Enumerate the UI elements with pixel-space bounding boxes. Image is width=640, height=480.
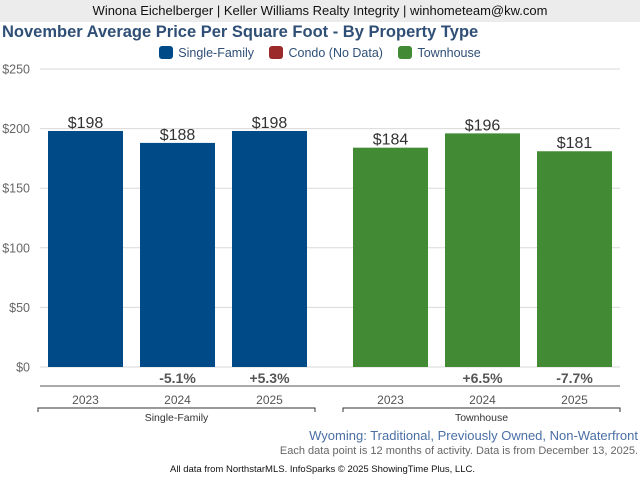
bar-townhouse-2023 (353, 147, 428, 367)
legend-swatch-single-family (159, 46, 174, 59)
group-label: Single-Family (145, 412, 209, 424)
legend-label: Single-Family (178, 46, 254, 60)
legend-swatch-townhouse (398, 46, 413, 59)
legend-item-single-family[interactable]: Single-Family (159, 46, 254, 60)
bar-townhouse-2025 (537, 151, 612, 367)
x-tick-label: 2025 (256, 393, 283, 407)
y-tick-label: $0 (16, 361, 30, 375)
y-axis-labels: $0 $50 $100 $150 $200 $250 (2, 63, 30, 375)
change-label: +5.3% (249, 370, 290, 386)
change-label: -7.7% (556, 370, 593, 386)
agent-header: Winona Eichelberger | Keller Williams Re… (0, 0, 640, 22)
data-note: Each data point is 12 months of activity… (279, 445, 638, 457)
value-label: $181 (557, 135, 593, 152)
y-tick-label: $200 (2, 122, 30, 136)
group-label: Townhouse (455, 412, 508, 424)
value-label: $198 (68, 115, 104, 132)
value-label: $184 (373, 132, 409, 149)
gridlines (40, 68, 620, 368)
group-bracket (342, 407, 621, 412)
chart-title: November Average Price Per Square Foot -… (2, 23, 479, 41)
x-tick-label: 2024 (469, 393, 496, 407)
x-tick-label: 2023 (377, 393, 404, 407)
change-label: +6.5% (462, 370, 503, 386)
value-label: $196 (465, 117, 501, 134)
value-label: $188 (160, 127, 196, 144)
legend-item-townhouse[interactable]: Townhouse (398, 46, 481, 60)
y-tick-label: $100 (2, 241, 30, 255)
bar-single-family-2023 (48, 130, 123, 367)
legend-item-condo[interactable]: Condo (No Data) (269, 46, 383, 60)
value-labels: $198 $188 -5.1% $198 +5.3% $184 $196 +6.5% $181 -… (68, 115, 594, 386)
y-tick-label: $250 (2, 63, 30, 77)
source-credit: All data from NorthstarMLS. InfoSparks ©… (170, 464, 475, 475)
bar-single-family-2025 (232, 130, 307, 367)
x-tick-label: 2023 (72, 393, 99, 407)
legend-swatch-condo (269, 46, 284, 59)
x-tick-label: 2024 (164, 393, 191, 407)
x-axis: 2023 2024 2025 Single-Family 2023 2024 2025 Tow… (37, 385, 621, 424)
bars (48, 130, 612, 367)
legend-label: Condo (No Data) (288, 46, 383, 60)
group-bracket (37, 407, 316, 412)
legend: Single-Family Condo (No Data) Townhouse (0, 46, 640, 60)
y-tick-label: $50 (9, 301, 30, 315)
legend-label: Townhouse (417, 46, 481, 60)
region-filter-text: Wyoming: Traditional, Previously Owned, … (309, 428, 638, 443)
x-tick-label: 2025 (561, 393, 588, 407)
change-label: -5.1% (159, 370, 196, 386)
bar-single-family-2024 (140, 142, 215, 367)
value-label: $198 (252, 115, 288, 132)
bar-townhouse-2024 (445, 133, 520, 367)
y-tick-label: $150 (2, 182, 30, 196)
